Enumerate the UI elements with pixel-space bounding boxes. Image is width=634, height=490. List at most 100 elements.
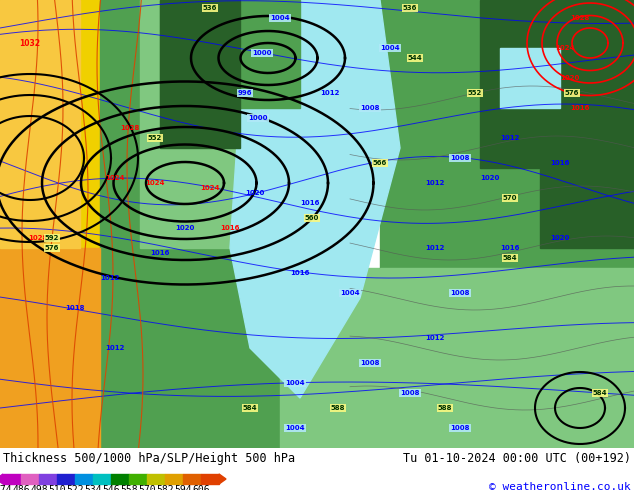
Text: 1024: 1024 xyxy=(555,45,575,51)
Bar xyxy=(147,474,165,484)
Polygon shape xyxy=(219,474,226,484)
Text: 1016: 1016 xyxy=(571,105,590,111)
Bar xyxy=(100,0,280,448)
Text: 1016: 1016 xyxy=(550,160,570,166)
Text: 1028: 1028 xyxy=(120,125,139,131)
Bar xyxy=(160,0,240,148)
Text: 534: 534 xyxy=(84,485,102,490)
Bar xyxy=(111,474,129,484)
Bar xyxy=(3,474,21,484)
Text: 536: 536 xyxy=(403,5,417,11)
Bar xyxy=(0,0,160,448)
Polygon shape xyxy=(0,474,3,484)
Text: 522: 522 xyxy=(66,485,84,490)
Text: 588: 588 xyxy=(437,405,452,411)
Text: 1032: 1032 xyxy=(20,39,41,48)
Text: 1024: 1024 xyxy=(145,180,165,186)
Text: 1016: 1016 xyxy=(500,245,520,251)
Text: 1020: 1020 xyxy=(245,190,264,196)
Bar xyxy=(0,248,100,448)
Text: 570: 570 xyxy=(138,485,156,490)
Text: 1008: 1008 xyxy=(360,105,380,111)
Text: 1008: 1008 xyxy=(400,390,420,396)
Text: 576: 576 xyxy=(565,90,579,96)
Bar xyxy=(57,474,75,484)
Text: 584: 584 xyxy=(243,405,257,411)
Text: 588: 588 xyxy=(331,405,346,411)
Polygon shape xyxy=(230,0,400,398)
Text: 1020: 1020 xyxy=(550,235,570,241)
Text: 566: 566 xyxy=(373,160,387,166)
Bar xyxy=(183,474,201,484)
Bar xyxy=(201,474,219,484)
Text: 486: 486 xyxy=(12,485,30,490)
Bar xyxy=(165,474,183,484)
Text: 1016: 1016 xyxy=(220,225,240,231)
Bar xyxy=(280,268,480,448)
Text: © weatheronline.co.uk: © weatheronline.co.uk xyxy=(489,482,631,490)
Text: 1018: 1018 xyxy=(65,305,85,311)
Text: 1008: 1008 xyxy=(450,290,470,296)
Bar xyxy=(380,268,634,448)
Bar xyxy=(140,0,260,248)
Text: 1008: 1008 xyxy=(450,425,470,431)
Bar xyxy=(129,474,147,484)
Text: 996: 996 xyxy=(238,90,252,96)
Text: 1028: 1028 xyxy=(571,15,590,21)
Text: 1004: 1004 xyxy=(285,380,305,386)
Text: 1012: 1012 xyxy=(425,180,444,186)
Text: 546: 546 xyxy=(102,485,120,490)
Bar xyxy=(93,474,111,484)
Text: 570: 570 xyxy=(503,195,517,201)
Text: 1004: 1004 xyxy=(285,425,305,431)
Bar xyxy=(0,0,80,248)
Text: 498: 498 xyxy=(30,485,48,490)
Text: 1000: 1000 xyxy=(252,50,272,56)
Bar xyxy=(500,48,560,108)
Text: 1028: 1028 xyxy=(29,235,48,241)
Text: 1020: 1020 xyxy=(481,175,500,181)
Bar xyxy=(39,474,57,484)
Text: 552: 552 xyxy=(148,135,162,141)
Text: 510: 510 xyxy=(48,485,66,490)
Text: 1012: 1012 xyxy=(425,335,444,341)
Bar xyxy=(540,168,634,248)
Text: 1012: 1012 xyxy=(320,90,340,96)
Text: 1024: 1024 xyxy=(200,185,220,191)
Text: 1012: 1012 xyxy=(105,345,125,351)
Text: 592: 592 xyxy=(45,235,59,241)
Text: 1004: 1004 xyxy=(270,15,290,21)
Text: 1012: 1012 xyxy=(500,135,520,141)
Bar xyxy=(480,0,634,168)
Text: 560: 560 xyxy=(305,215,319,221)
Text: 1024: 1024 xyxy=(105,175,125,181)
Text: 594: 594 xyxy=(174,485,192,490)
Text: 544: 544 xyxy=(408,55,422,61)
Text: 584: 584 xyxy=(593,390,607,396)
Text: Tu 01-10-2024 00:00 UTC (00+192): Tu 01-10-2024 00:00 UTC (00+192) xyxy=(403,452,631,465)
Text: 474: 474 xyxy=(0,485,12,490)
Text: 1004: 1004 xyxy=(340,290,360,296)
Text: Thickness 500/1000 hPa/SLP/Height 500 hPa: Thickness 500/1000 hPa/SLP/Height 500 hP… xyxy=(3,452,295,465)
Text: 1012: 1012 xyxy=(425,245,444,251)
Text: 606: 606 xyxy=(192,485,210,490)
Text: 1020: 1020 xyxy=(560,75,579,81)
Bar xyxy=(380,0,634,268)
Text: 582: 582 xyxy=(156,485,174,490)
Text: 1004: 1004 xyxy=(380,45,400,51)
Text: 1008: 1008 xyxy=(360,360,380,366)
Bar xyxy=(75,474,93,484)
Text: 1016: 1016 xyxy=(301,200,320,206)
Text: 552: 552 xyxy=(468,90,482,96)
Text: 1016: 1016 xyxy=(150,250,170,256)
Text: 558: 558 xyxy=(120,485,138,490)
Text: 1016: 1016 xyxy=(290,270,309,276)
Text: 584: 584 xyxy=(503,255,517,261)
Text: 1008: 1008 xyxy=(450,155,470,161)
Text: 1020: 1020 xyxy=(176,225,195,231)
Bar xyxy=(160,0,300,108)
Bar xyxy=(21,474,39,484)
Text: 1012: 1012 xyxy=(100,275,120,281)
Text: 536: 536 xyxy=(203,5,217,11)
Text: 1000: 1000 xyxy=(249,115,268,121)
